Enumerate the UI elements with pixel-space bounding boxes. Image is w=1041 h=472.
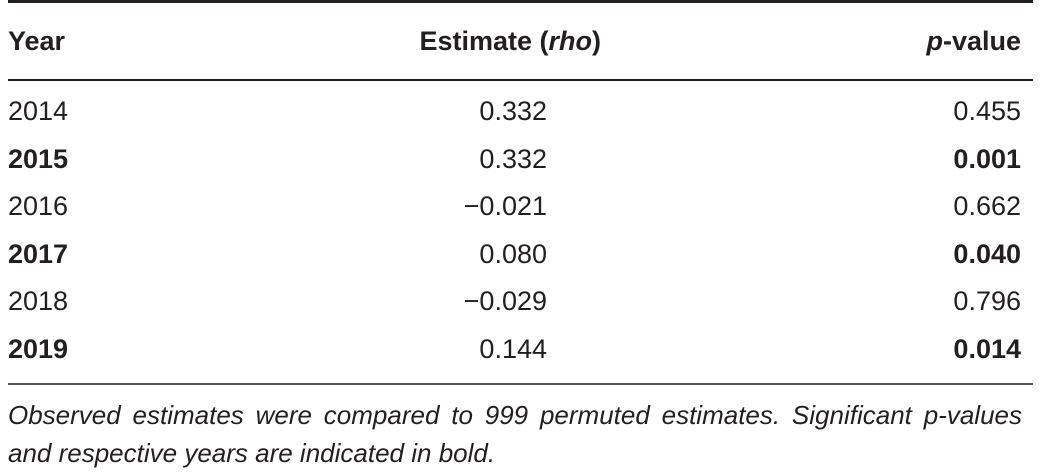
header-p-rest: -value (942, 26, 1021, 56)
cell-p-value: 0.662 (953, 191, 1021, 221)
table-row: 2014 0.332 0.455 (0, 91, 1041, 131)
header-estimate-text: Estimate ( (419, 26, 549, 56)
cell-year: 2019 (8, 333, 69, 364)
cell-estimate: −0.021 (463, 191, 547, 221)
cell-estimate: −0.029 (463, 286, 547, 316)
cell-p-value: 0.796 (953, 286, 1021, 316)
cell-estimate: 0.332 (479, 143, 547, 174)
table-row: 2016 −0.021 0.662 (0, 186, 1041, 226)
table-row: 2017 0.080 0.040 (0, 234, 1041, 274)
table-row: 2018 −0.029 0.796 (0, 281, 1041, 321)
header-estimate-rho: rho (548, 26, 593, 56)
table-top-rule (8, 0, 1033, 3)
header-estimate: Estimate (rho) (419, 21, 601, 61)
cell-year: 2014 (8, 96, 69, 126)
table-bottom-rule (8, 383, 1033, 385)
header-year: Year (8, 26, 66, 56)
cell-p-value: 0.014 (953, 333, 1021, 364)
cell-p-value: 0.040 (953, 238, 1021, 269)
table-footnote: Observed estimates were compared to 999 … (8, 400, 1022, 468)
header-estimate-close: ) (592, 26, 601, 56)
cell-p-value: 0.001 (953, 143, 1021, 174)
cell-estimate: 0.332 (479, 96, 547, 126)
table-row: 2019 0.144 0.014 (0, 329, 1041, 369)
table-header-row: Year Estimate (rho) p-value (0, 21, 1041, 61)
header-p-value: p-value (926, 21, 1021, 61)
table-row: 2015 0.332 0.001 (0, 139, 1041, 179)
cell-year: 2016 (8, 191, 69, 221)
table-header-rule (8, 79, 1033, 81)
cell-year: 2018 (8, 286, 69, 316)
header-p-italic: p (926, 26, 943, 56)
cell-year: 2017 (8, 238, 69, 269)
cell-estimate: 0.080 (479, 238, 547, 269)
cell-estimate: 0.144 (479, 333, 547, 364)
cell-p-value: 0.455 (953, 96, 1021, 126)
cell-year: 2015 (8, 143, 69, 174)
